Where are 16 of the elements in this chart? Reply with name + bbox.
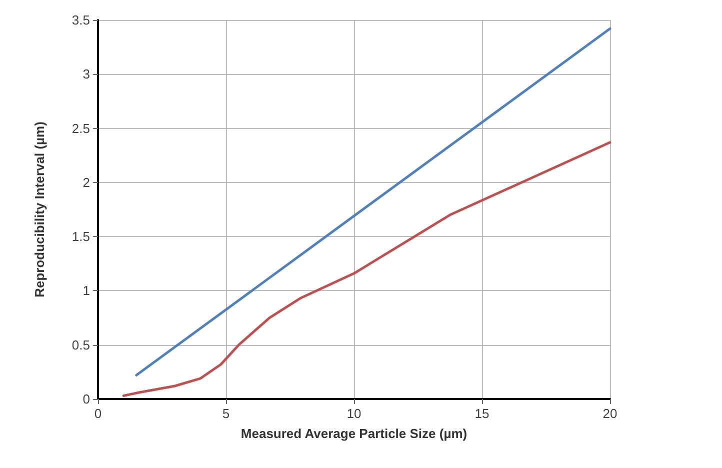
x-axis-title: Measured Average Particle Size (µm): [240, 426, 468, 441]
y-axis-title: Reproducibility Interval (µm): [32, 122, 47, 298]
y-tick-label: 2: [82, 174, 90, 190]
x-tick-label: 15: [474, 406, 490, 421]
y-tick-label: 0.5: [72, 337, 90, 352]
line-series: [122, 141, 612, 397]
y-tick-label: 1.5: [72, 229, 90, 244]
x-tick-label: 0: [94, 406, 102, 421]
y-tick-label: 1: [82, 283, 90, 298]
y-tick-label: 3: [82, 66, 90, 82]
y-tick-label: 3.5: [72, 12, 90, 28]
y-tick-label: 2.5: [72, 120, 90, 136]
x-tick-label: 10: [346, 406, 362, 421]
y-tick-label: 0: [82, 392, 90, 406]
x-tick-label: 5: [222, 406, 230, 421]
x-tick-label: 20: [602, 406, 618, 421]
